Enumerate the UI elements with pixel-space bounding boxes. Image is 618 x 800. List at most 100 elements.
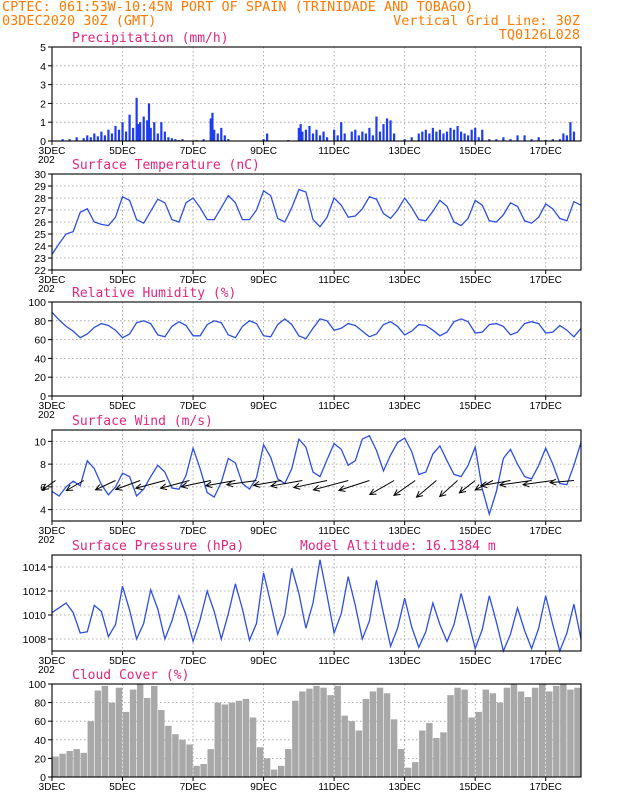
precipitation-bar	[361, 131, 364, 141]
surface-pressure-xtick-label: 15DEC	[459, 656, 491, 667]
precipitation-bar	[75, 137, 78, 141]
precipitation-bar	[509, 139, 512, 141]
surface-temperature-xtick-label: 11DEC	[318, 275, 350, 286]
cloud-cover-bar	[151, 685, 158, 777]
precipitation-bar	[128, 114, 131, 141]
precipitation-bar	[107, 129, 110, 141]
precipitation-bar	[403, 139, 406, 141]
precipitation-bar	[452, 129, 456, 141]
surface-temperature-ytick-label: 24	[34, 241, 46, 253]
surface-wind-title: Surface Wind (m/s)	[72, 414, 213, 429]
precipitation-bar	[382, 124, 385, 141]
precipitation-bar	[110, 133, 114, 141]
precipitation-bar	[417, 133, 420, 141]
precipitation-bar	[299, 124, 302, 141]
precipitation-bar	[350, 131, 353, 141]
wind-arrow	[94, 480, 116, 491]
cloud-cover-bar	[397, 749, 405, 777]
surface-temperature-ytick-label: 28	[34, 193, 46, 205]
precipitation-bar	[392, 133, 396, 141]
wind-arrow-head	[458, 486, 467, 494]
wind-arrow-head	[292, 482, 301, 490]
precipitation-bar	[216, 133, 219, 141]
wind-arrow-shaft	[439, 480, 458, 497]
precipitation-bar	[142, 116, 145, 141]
precipitation-bar	[435, 131, 438, 141]
precipitation-bar	[304, 129, 308, 141]
cloud-cover-bar	[108, 702, 116, 777]
precipitation-ytick-label: 0	[40, 136, 46, 148]
cloud-cover-xtick-label: 5DEC	[109, 782, 136, 793]
cloud-cover-bar	[87, 721, 95, 777]
precipitation-bar	[477, 137, 480, 141]
precipitation-bar	[160, 122, 163, 141]
wind-arrow-head	[269, 481, 278, 489]
cloud-cover-panel: 0 20 40 60 80 100 3DEC 5DEC 7DEC 9DEC 11DEC 13DEC 15…	[28, 668, 582, 793]
wind-arrow-shaft	[523, 480, 553, 486]
precipitation-bar	[315, 129, 318, 141]
cloud-cover-frame	[51, 683, 582, 778]
surface-pressure-xtick-label: 11DEC	[318, 656, 350, 667]
wind-arrow-head	[479, 481, 488, 489]
cloud-cover-bar	[249, 717, 257, 777]
wind-arrow-shaft	[135, 480, 165, 489]
wind-arrow-shaft	[42, 480, 56, 491]
cloud-cover-bar	[383, 693, 391, 777]
relative-humidity-xtick-label: 3DEC	[39, 401, 66, 412]
cloud-cover-bar	[503, 687, 511, 777]
cloud-cover-bar	[369, 691, 377, 777]
precipitation-bar	[551, 139, 554, 141]
cloud-cover-bar	[143, 697, 151, 777]
cloud-cover-bar	[242, 698, 250, 777]
cloud-cover-bar	[376, 687, 384, 777]
precipitation-year-stub: 202	[38, 155, 55, 166]
precipitation-bar	[153, 122, 156, 141]
cloud-cover-ytick-label: 60	[34, 716, 46, 728]
surface-pressure-panel: 1008 1010 1012 1014 3DEC 5DEC 7DEC 9DEC 11DEC 13D…	[23, 539, 582, 676]
wind-arrow	[312, 480, 349, 492]
wind-arrow-shaft	[499, 480, 532, 486]
precipitation-bar	[211, 112, 214, 141]
relative-humidity-title: Relative Humidity (%)	[72, 286, 236, 301]
precipitation-bar	[572, 131, 576, 141]
precipitation-bar	[565, 135, 568, 141]
surface-temperature-ytick-label: 23	[34, 253, 46, 265]
surface-temperature-ytick-label: 30	[34, 169, 46, 181]
surface-wind-xtick-label: 3DEC	[39, 526, 66, 537]
precipitation-bar	[463, 133, 466, 141]
wind-arrow-head	[474, 484, 482, 491]
cloud-cover-xtick-label: 15DEC	[459, 782, 491, 793]
precipitation-bar	[385, 118, 389, 141]
wind-arrow	[269, 480, 303, 489]
wind-arrow-shaft	[95, 480, 116, 491]
wind-arrow	[204, 480, 236, 489]
precipitation-bar	[442, 133, 445, 141]
surface-temperature-ytick-label: 26	[34, 217, 46, 229]
precipitation-bar	[68, 139, 71, 141]
surface-wind-xtick-label: 13DEC	[389, 526, 421, 537]
wind-arrow	[521, 480, 553, 488]
precipitation-bar	[297, 127, 300, 141]
cloud-cover-ytick-label: 40	[34, 735, 46, 747]
precipitation-panel: 0 1 2 3 4 5 3DEC 5DEC 7DEC 9DEC 11DEC 13DEC 15DEC 17D…	[38, 31, 582, 166]
cloud-cover-bar	[531, 687, 539, 777]
wind-arrow-shaft	[270, 480, 303, 487]
precipitation-bar	[181, 139, 184, 141]
precipitation-xtick-label: 9DEC	[250, 146, 277, 157]
surface-temperature-xtick-label: 3DEC	[39, 275, 66, 286]
cloud-cover-bar	[404, 767, 412, 777]
precipitation-bar	[530, 139, 533, 141]
cloud-cover-bar	[433, 737, 440, 777]
cloud-cover-bar	[278, 765, 285, 777]
precipitation-bar	[410, 137, 413, 141]
cloud-cover-bar	[412, 762, 419, 777]
cloud-cover-bar	[517, 691, 525, 777]
cloud-cover-bar	[327, 695, 334, 777]
precipitation-bar	[170, 138, 174, 141]
surface-pressure-xtick-label: 17DEC	[530, 656, 562, 667]
wind-arrow-head	[225, 480, 234, 488]
precipitation-bar	[124, 131, 128, 141]
surface-wind-frame	[51, 429, 582, 522]
precipitation-bar	[117, 129, 121, 141]
precipitation-bar	[82, 138, 85, 141]
